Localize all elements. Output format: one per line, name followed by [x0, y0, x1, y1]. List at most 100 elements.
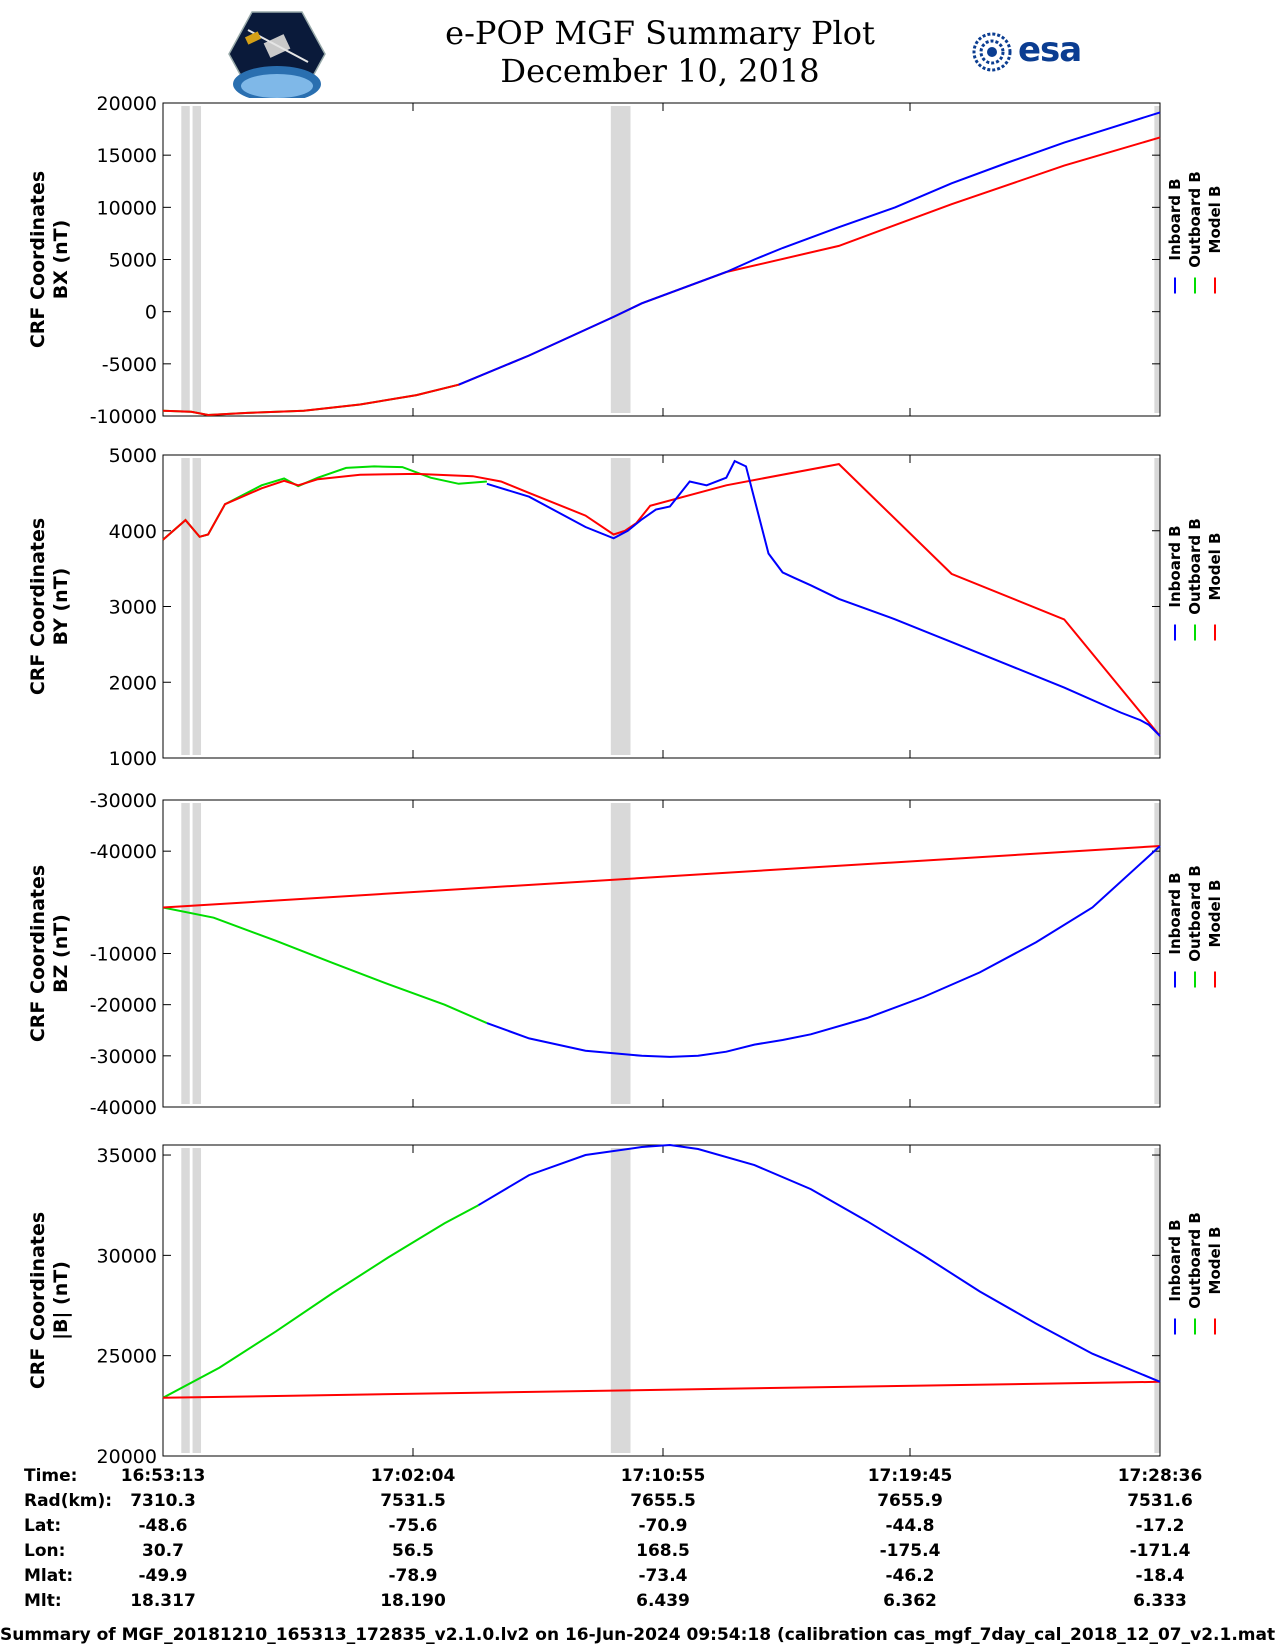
esa-logo-text: esa — [1018, 30, 1082, 70]
row-label: Time: — [24, 1466, 78, 1486]
y-tick-label: 35000 — [97, 1145, 157, 1167]
table-cell: 17:10:55 — [620, 1466, 706, 1486]
data-gap-band — [192, 458, 202, 755]
table-cell: 168.5 — [636, 1541, 690, 1561]
table-cell: -46.2 — [885, 1566, 935, 1586]
legend-label: Outboard B — [1186, 171, 1204, 268]
row-label: Lon: — [24, 1541, 66, 1561]
legend-label: Inboard B — [1166, 872, 1184, 954]
y-tick-label: 30000 — [97, 1245, 157, 1267]
y-tick-label: 1000 — [109, 748, 157, 770]
y-tick-label: -5000 — [102, 354, 157, 376]
table-cell: 18.317 — [130, 1591, 196, 1611]
footer-note: Summary of MGF_20181210_165313_172835_v2… — [0, 1625, 1275, 1645]
table-cell: -175.4 — [879, 1541, 941, 1561]
y-axis-unit-label: BX (nT) — [50, 220, 72, 300]
legend-label: Model B — [1206, 186, 1224, 254]
legend-label: Inboard B — [1166, 525, 1184, 607]
data-gap-band — [181, 458, 190, 755]
row-label: Mlat: — [24, 1566, 74, 1586]
data-gap-band — [192, 803, 202, 1104]
data-gap-band — [610, 803, 631, 1104]
y-tick-label: -30000 — [90, 790, 157, 812]
data-gap-band — [181, 803, 190, 1104]
y-axis-unit-label: |B| (nT) — [50, 1261, 72, 1340]
series-line-inboard — [486, 459, 1161, 737]
table-cell: -49.9 — [138, 1566, 188, 1586]
table-row: Lon: 30.7 56.5 168.5 -175.4 -171.4 — [0, 1541, 1275, 1565]
plot-frame — [162, 799, 1161, 1108]
table-cell: 7655.9 — [877, 1491, 943, 1511]
legend-label: Inboard B — [1166, 1219, 1184, 1301]
chart-panel-1: 20000 15000 10000 5000 0 -5000 -10000 CRF Coord… — [27, 93, 1224, 428]
table-cell: -78.9 — [388, 1566, 438, 1586]
table-cell: 7655.5 — [630, 1491, 696, 1511]
series-line-model — [162, 1380, 1161, 1399]
series-line-inboard — [486, 845, 1161, 1058]
y-tick-label: 5000 — [109, 445, 157, 467]
legend-label: Outboard B — [1186, 518, 1204, 615]
row-label: Rad(km): — [24, 1491, 113, 1511]
data-gap-band — [181, 1148, 190, 1453]
table-cell: 7531.6 — [1127, 1491, 1193, 1511]
table-cell: 7310.3 — [130, 1491, 196, 1511]
page-subtitle: December 10, 2018 — [500, 52, 820, 90]
table-row: Mlat: -49.9 -78.9 -73.4 -46.2 -18.4 — [0, 1566, 1275, 1590]
y-tick-label: 10000 — [97, 197, 157, 219]
table-row: Rad(km): 7310.3 7531.5 7655.5 7655.9 7531.6 — [0, 1491, 1275, 1515]
legend-label: Model B — [1206, 880, 1224, 948]
series-line-model — [162, 463, 1161, 737]
y-tick-label: 4000 — [109, 521, 157, 543]
table-cell: 18.190 — [380, 1591, 446, 1611]
series-line-outboard — [162, 1204, 479, 1399]
data-gap-band — [610, 1148, 631, 1453]
series-line-model — [162, 845, 1161, 909]
plot-frame — [162, 1144, 1161, 1457]
y-tick-label: 20000 — [97, 1446, 157, 1468]
y-axis-label: CRF Coordinates — [27, 865, 49, 1042]
row-label: Mlt: — [24, 1591, 62, 1611]
data-gap-band — [192, 106, 202, 413]
y-tick-label: -20000 — [90, 995, 157, 1017]
legend-label: Inboard B — [1166, 178, 1184, 260]
table-cell: -70.9 — [638, 1516, 688, 1536]
legend-label: Outboard B — [1186, 865, 1204, 962]
table-cell: -44.8 — [885, 1516, 935, 1536]
y-tick-label: -40000 — [90, 841, 157, 863]
y-axis-label: CRF Coordinates — [27, 518, 49, 695]
y-tick-label: 15000 — [97, 145, 157, 167]
table-cell: 30.7 — [142, 1541, 184, 1561]
legend-label: Outboard B — [1186, 1212, 1204, 1309]
data-gap-band — [181, 106, 190, 413]
y-axis-label: CRF Coordinates — [27, 1212, 49, 1389]
y-tick-label: 0 — [145, 302, 157, 324]
table-cell: 17:02:04 — [370, 1466, 456, 1486]
data-gap-band — [1154, 1148, 1160, 1453]
table-cell: 7531.5 — [380, 1491, 446, 1511]
y-tick-label: -40000 — [90, 1097, 157, 1119]
y-tick-label: -10000 — [90, 406, 157, 428]
table-cell: 17:28:36 — [1117, 1466, 1203, 1486]
series-line-outboard — [162, 906, 488, 1025]
y-axis-unit-label: BZ (nT) — [50, 914, 72, 993]
y-tick-label: 2000 — [109, 672, 157, 694]
table-cell: 16:53:13 — [120, 1466, 206, 1486]
table-cell: 6.333 — [1133, 1591, 1187, 1611]
table-cell: -18.4 — [1135, 1566, 1185, 1586]
y-tick-label: 3000 — [109, 597, 157, 619]
plot-frame — [162, 102, 1161, 417]
y-tick-label: 20000 — [97, 93, 157, 115]
plot-frame — [162, 454, 1161, 759]
table-cell: -48.6 — [138, 1516, 188, 1536]
y-axis-unit-label: BY (nT) — [50, 568, 72, 646]
y-tick-label: 25000 — [97, 1346, 157, 1368]
series-line-model — [162, 136, 1161, 417]
y-tick-label: -10000 — [90, 944, 157, 966]
table-cell: 6.362 — [883, 1591, 937, 1611]
table-cell: 56.5 — [392, 1541, 434, 1561]
table-cell: -17.2 — [1135, 1516, 1185, 1536]
table-cell: 6.439 — [636, 1591, 690, 1611]
table-cell: 17:19:45 — [867, 1466, 953, 1486]
table-cell: -171.4 — [1129, 1541, 1191, 1561]
table-row: Lat: -48.6 -75.6 -70.9 -44.8 -17.2 — [0, 1516, 1275, 1540]
